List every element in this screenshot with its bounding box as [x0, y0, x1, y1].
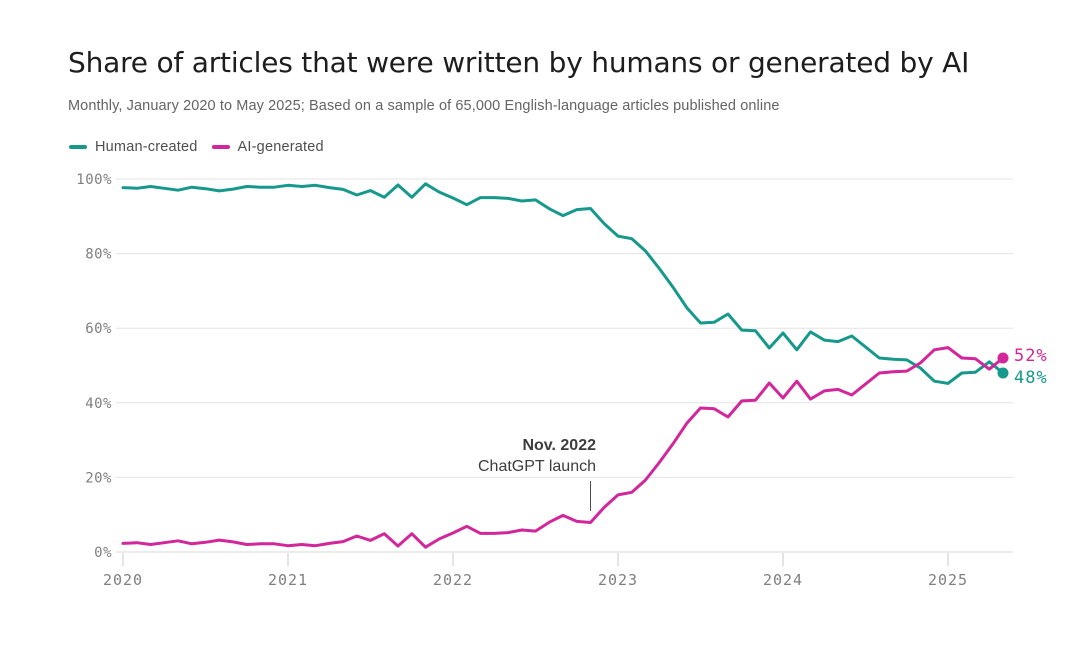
x-axis-label-2024: 2024 — [763, 571, 803, 589]
x-axis-label-2023: 2023 — [598, 571, 638, 589]
chart-title: Share of articles that were written by h… — [68, 46, 970, 79]
x-axis-label-2020: 2020 — [103, 571, 143, 589]
x-axis-label-2021: 2021 — [268, 571, 308, 589]
y-axis-label-40: 40% — [85, 396, 112, 412]
y-axis-label-100: 100% — [76, 172, 112, 188]
human-created-line — [121, 182, 1005, 385]
legend-item-human-created: Human-created — [69, 139, 198, 155]
x-axis-label-2022: 2022 — [433, 571, 473, 589]
ai-generated-end-dot — [997, 352, 1009, 364]
human-end-value-label: 48% — [1014, 368, 1048, 388]
y-axis-label-80: 80% — [85, 247, 112, 263]
y-axis-label-0: 0% — [94, 545, 112, 561]
legend-item-ai-generated: AI-generated — [211, 139, 324, 155]
y-axis-label-60: 60% — [85, 321, 112, 337]
human-created-end-dot — [997, 367, 1009, 379]
ai-end-value-label: 52% — [1014, 346, 1048, 366]
annotation-subtitle: ChatGPT launch — [478, 457, 596, 475]
legend-label-human-created: Human-created — [95, 139, 198, 155]
human-created-swatch-icon — [69, 145, 87, 149]
annotation-chatgpt-launch: Nov. 2022 ChatGPT launch — [478, 436, 596, 478]
x-axis-label-2025: 2025 — [928, 571, 968, 589]
legend: Human-created AI-generated — [69, 139, 324, 155]
y-axis-label-20: 20% — [85, 470, 112, 486]
ai-generated-line — [121, 346, 1005, 549]
ai-generated-swatch-icon — [211, 145, 230, 149]
legend-label-ai-generated: AI-generated — [237, 139, 324, 155]
annotation-title: Nov. 2022 — [522, 437, 596, 454]
chart-subtitle: Monthly, January 2020 to May 2025; Based… — [68, 98, 780, 114]
